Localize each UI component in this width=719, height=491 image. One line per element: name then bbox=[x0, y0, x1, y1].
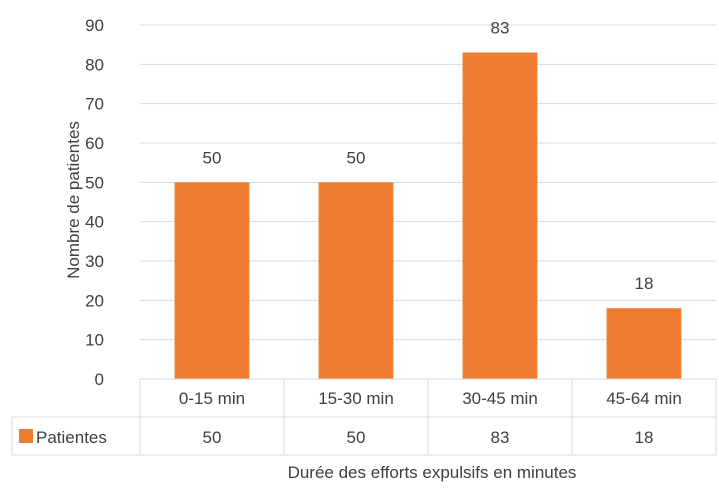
data-label-15-30 min: 50 bbox=[347, 148, 366, 167]
y-axis-label: Nombre de patientes bbox=[64, 121, 83, 279]
x-tick-label-0-15 min: 0-15 min bbox=[179, 389, 245, 408]
y-tick-label-30: 30 bbox=[85, 252, 104, 271]
data-labels: 50 50 83 18 bbox=[203, 19, 654, 294]
bars bbox=[174, 52, 682, 380]
data-label-30-45 min: 83 bbox=[491, 19, 510, 38]
data-table: 0-15 min 50 15-30 min 50 30-45 min 83 45-64 mi… bbox=[11, 378, 717, 456]
table-value-15-30 min: 50 bbox=[347, 428, 366, 447]
data-label-0-15 min: 50 bbox=[203, 148, 222, 167]
y-tick-label-70: 70 bbox=[85, 95, 104, 114]
legend-swatch bbox=[19, 429, 33, 443]
table-value-30-45 min: 83 bbox=[491, 428, 510, 447]
x-tick-label-45-64 min: 45-64 min bbox=[606, 389, 682, 408]
x-axis-label: Durée des efforts expulsifs en minutes bbox=[288, 463, 577, 482]
table-value-0-15 min: 50 bbox=[203, 428, 222, 447]
bar-45-64 min bbox=[606, 308, 682, 379]
y-tick-label-0: 0 bbox=[95, 370, 104, 389]
y-tick-label-50: 50 bbox=[85, 173, 104, 192]
y-tick-label-10: 10 bbox=[85, 331, 104, 350]
table-value-45-64 min: 18 bbox=[635, 428, 654, 447]
legend-label: Patientes bbox=[36, 428, 107, 447]
x-tick-label-15-30 min: 15-30 min bbox=[318, 389, 394, 408]
x-tick-label-30-45 min: 30-45 min bbox=[462, 389, 538, 408]
bar-30-45 min bbox=[462, 52, 538, 380]
y-axis-ticks: 0 10 20 30 40 50 60 70 80 90 bbox=[85, 16, 104, 389]
y-tick-label-60: 60 bbox=[85, 134, 104, 153]
y-tick-label-80: 80 bbox=[85, 55, 104, 74]
bar-0-15 min bbox=[174, 182, 250, 379]
bar-15-30 min bbox=[318, 182, 394, 379]
y-tick-label-90: 90 bbox=[85, 16, 104, 35]
y-tick-label-20: 20 bbox=[85, 291, 104, 310]
data-label-45-64 min: 18 bbox=[635, 274, 654, 293]
y-tick-label-40: 40 bbox=[85, 213, 104, 232]
